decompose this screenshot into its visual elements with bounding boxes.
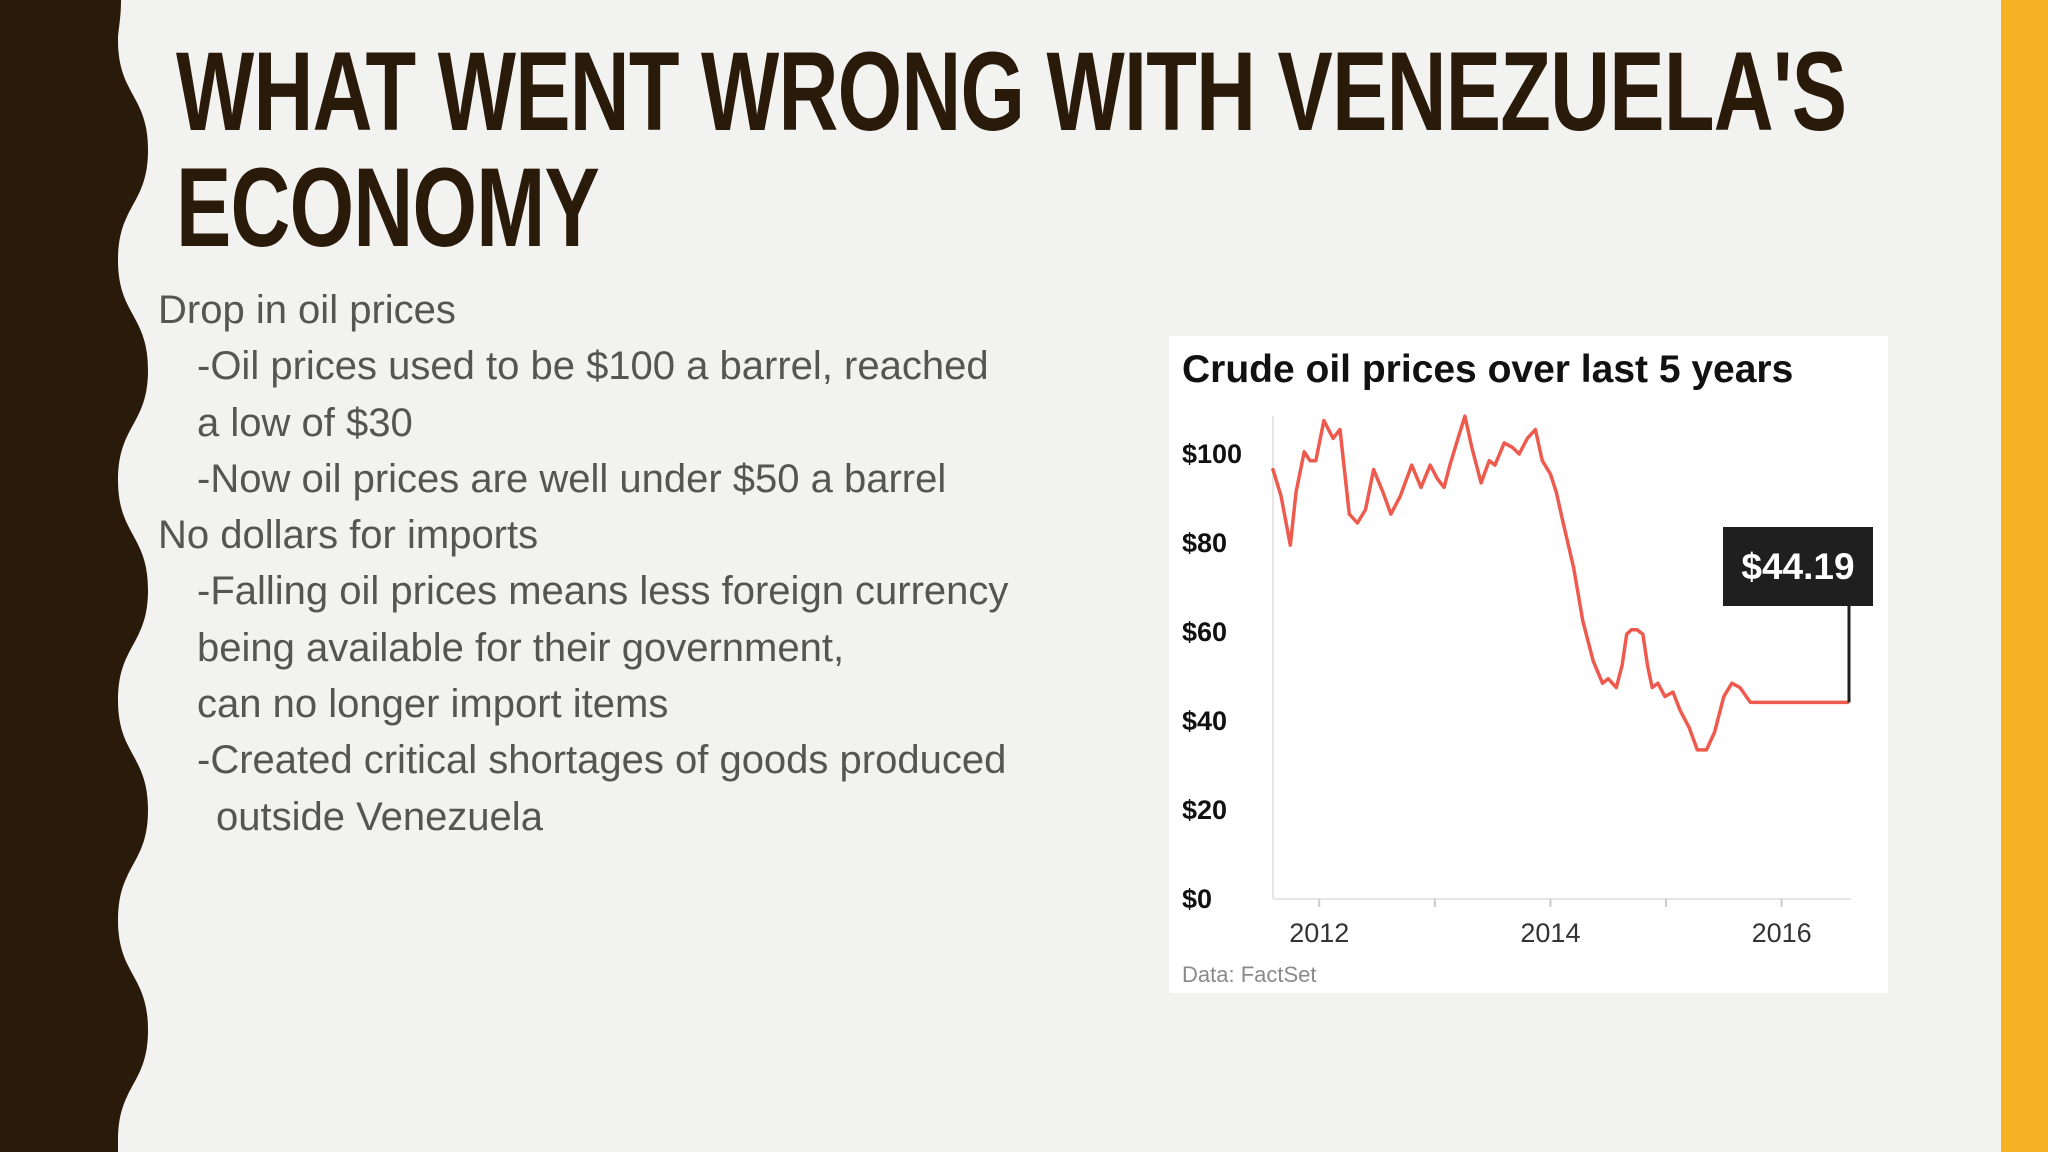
bullet-item: a low of $30: [197, 400, 413, 445]
oil-price-chart: Crude oil prices over last 5 years $0 $20…: [1169, 336, 1888, 993]
accent-stripe: [2001, 0, 2048, 1152]
left-wave-band: [0, 0, 148, 1152]
chart-svg: Crude oil prices over last 5 years $0 $20…: [1182, 348, 1873, 987]
left-wave-shape: [0, 0, 148, 1152]
chart-source: Data: FactSet: [1182, 962, 1317, 987]
slide-title: WHAT WENT WRONG WITH VENEZUELA'S ECONOMY: [176, 29, 1847, 270]
y-tick-label: $40: [1182, 706, 1227, 736]
y-axis: $0 $20 $40 $60 $80 $100: [1182, 416, 1274, 914]
y-tick-label: $60: [1182, 617, 1227, 647]
callout-box: [1723, 527, 1873, 606]
bullet-item: -Created critical shortages of goods pro…: [197, 738, 1007, 783]
y-tick-label: $20: [1182, 795, 1227, 825]
bullet-list: Drop in oil prices -Oil prices used to be…: [158, 282, 1058, 845]
x-axis: 2012 2014 2016: [1273, 898, 1851, 948]
title-line-1: WHAT WENT WRONG WITH VENEZUELA'S: [176, 29, 1847, 154]
title-line-2: ECONOMY: [176, 145, 600, 270]
x-tick-label: 2016: [1752, 918, 1812, 948]
y-tick-label: $0: [1182, 884, 1212, 914]
bullet-item: outside Venezuela: [216, 794, 543, 839]
y-tick-label: $80: [1182, 528, 1227, 558]
bullet-item: No dollars for imports: [158, 513, 539, 558]
bullet-item: Drop in oil prices: [158, 288, 456, 332]
price-callout: $44.19: [1723, 527, 1873, 703]
y-tick-label: $100: [1182, 439, 1242, 469]
bullet-item: -Now oil prices are well under $50 a bar…: [197, 456, 947, 501]
bullet-item: being available for their government,: [197, 625, 845, 670]
bullet-item: -Oil prices used to be $100 a barrel, re…: [197, 344, 989, 389]
chart-title: Crude oil prices over last 5 years: [1182, 348, 1793, 391]
x-tick-label: 2014: [1520, 918, 1580, 948]
callout-label: $44.19: [1741, 546, 1854, 587]
bullet-item: can no longer import items: [197, 682, 669, 727]
bullet-item: -Falling oil prices means less foreign c…: [197, 569, 1009, 614]
series-line: [1271, 414, 1850, 752]
x-tick-label: 2012: [1289, 918, 1349, 948]
